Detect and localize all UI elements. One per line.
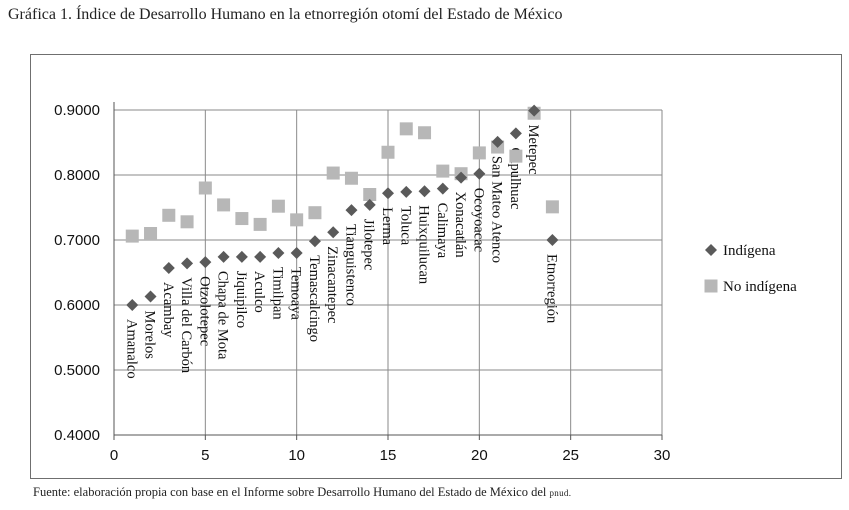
indigena-point [181, 257, 194, 270]
category-label: Capulhuac [507, 147, 523, 209]
indigena-point [235, 250, 248, 263]
x-tick-label: 15 [380, 447, 397, 464]
no-indigena-point [290, 213, 304, 227]
category-label: Morelos [142, 311, 158, 360]
category-label: San Mateo Atenco [489, 156, 505, 263]
no-indigena-point [326, 166, 340, 180]
category-label: Toluca [397, 206, 413, 246]
indigena-point [162, 261, 175, 274]
no-indigena-point [125, 229, 139, 243]
indigena-point [308, 235, 321, 248]
indigena-point [382, 187, 394, 200]
axes [113, 102, 663, 440]
legend-label: Indígena [723, 243, 776, 259]
indigena-point [418, 185, 431, 198]
indigena-point [528, 104, 541, 117]
category-label: Villa del Carbón [178, 277, 194, 374]
no-indigena-point [344, 171, 358, 185]
y-tick-label: 0.8000 [54, 167, 100, 184]
y-tick-label: 0.5000 [54, 362, 100, 379]
category-label: Zinacantepec [324, 246, 340, 323]
no-indigena-point [436, 164, 450, 178]
no-indigena-point [217, 198, 231, 212]
legend-square-marker [704, 279, 718, 293]
category-label: Temoaya [288, 267, 304, 320]
legend-label: No indígena [723, 279, 797, 295]
indigena-point [345, 204, 358, 217]
category-label: Ocoyoacac [470, 188, 486, 252]
category-label: Xonacatlán [452, 192, 468, 259]
indigena-point [455, 171, 468, 184]
legend: Indígena No indígena [704, 243, 797, 295]
x-tick-label: 10 [288, 447, 305, 464]
category-label: Amanalco [123, 319, 139, 379]
category-label: Calimaya [434, 203, 450, 259]
no-indigena-point [198, 181, 212, 195]
category-label: Chapa de Mota [215, 271, 231, 360]
no-indigena-point [308, 206, 322, 220]
indigena-point [509, 127, 522, 140]
indigena-point [436, 182, 449, 195]
x-tick-label: 25 [562, 447, 579, 464]
category-label: Otzolotepec [196, 276, 212, 346]
no-indigena-point [180, 215, 194, 229]
tick-labels: 0.4000 0.5000 0.6000 0.7000 0.8000 0.9000 0 5 10… [54, 102, 670, 464]
indigena-point [254, 250, 267, 263]
indigena-point [290, 247, 303, 259]
source-text: Fuente: elaboración propia con base en e… [33, 485, 547, 499]
category-label: Etnorregión [543, 254, 559, 324]
category-labels: Amanalco Morelos Acambay Villa del Carbón Ot… [123, 125, 559, 379]
category-label: Temascalcingo [306, 255, 322, 342]
no-indigena-point [235, 212, 249, 226]
indigena-point [546, 234, 559, 246]
category-label: Jiquipilco [233, 271, 249, 328]
indigena-point [272, 247, 285, 259]
indigena-point [217, 250, 230, 263]
indigena-point [126, 299, 139, 311]
source-note: Fuente: elaboración propia con base en e… [33, 485, 571, 500]
no-indigena-point [545, 200, 559, 214]
y-tick-label: 0.7000 [54, 232, 100, 249]
category-label: Timilpan [269, 267, 285, 320]
category-label: Metepec [525, 125, 541, 175]
category-label: Lerma [379, 207, 395, 245]
no-indigena-point [162, 208, 176, 222]
chart-title: Gráfica 1. Índice de Desarrollo Humano e… [8, 6, 563, 23]
no-indigena-point [509, 149, 523, 163]
legend-diamond-marker [705, 244, 717, 256]
no-indigena-point [271, 199, 285, 213]
y-tick-label: 0.6000 [54, 297, 100, 314]
x-tick-label: 0 [110, 447, 118, 464]
indigena-point [363, 198, 376, 211]
no-indigena-point [363, 188, 377, 201]
x-tick-label: 5 [201, 447, 209, 464]
indigena-point [199, 256, 212, 269]
chart-frame [30, 54, 842, 479]
no-indigena-point [418, 126, 432, 140]
category-label: Tianguistenco [342, 224, 358, 306]
x-tick-label: 30 [654, 447, 671, 464]
grid-lines [114, 109, 663, 435]
indigena-point [144, 290, 157, 303]
data-markers [125, 104, 559, 311]
indigena-point [491, 135, 504, 148]
indigena-point [473, 167, 486, 180]
category-label: Acambay [160, 282, 176, 338]
no-indigena-point [399, 122, 413, 136]
y-tick-label: 0.4000 [54, 427, 100, 444]
source-acronym: pnud. [549, 488, 572, 498]
x-tick-label: 20 [471, 447, 488, 464]
category-label: Aculco [251, 271, 267, 313]
no-indigena-point [253, 217, 267, 231]
no-indigena-point [144, 227, 158, 240]
indigena-point [400, 185, 413, 198]
category-label: Jilotepec [361, 219, 377, 271]
no-indigena-point [472, 146, 486, 160]
y-tick-label: 0.9000 [54, 102, 100, 119]
indigena-point [327, 226, 340, 239]
no-indigena-point [381, 145, 395, 159]
category-label: Huixquilucan [416, 205, 432, 285]
